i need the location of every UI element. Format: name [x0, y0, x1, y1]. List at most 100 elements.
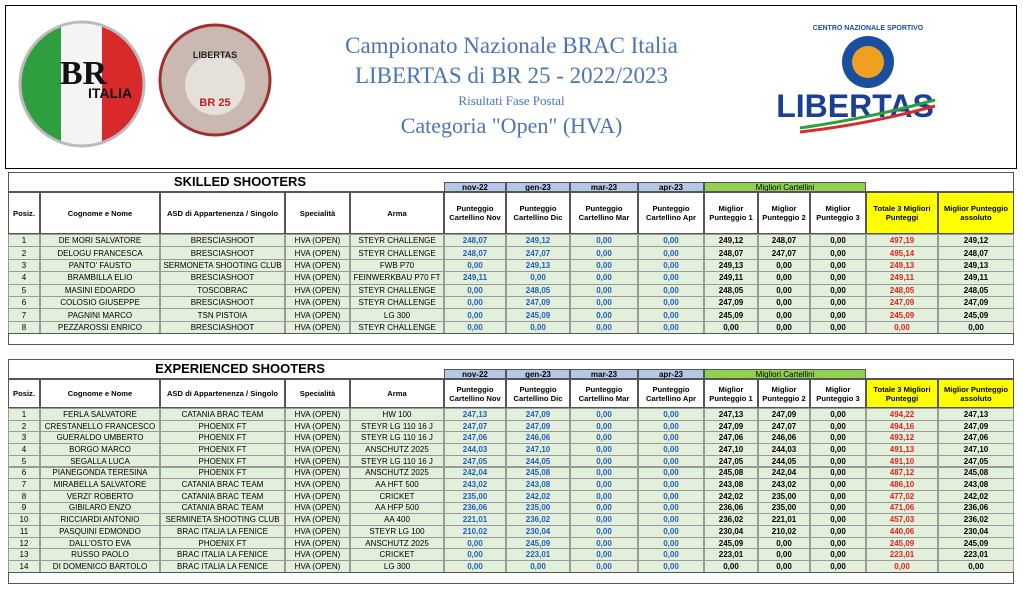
month-header: apr-23 [638, 182, 704, 192]
table-cell: PAGNINI MARCO [40, 308, 160, 322]
column-header: Totale 3 Migliori Punteggi [866, 192, 938, 234]
column-header: Punteggio Cartellino Dic [506, 192, 570, 234]
logo-text: CENTRO NAZIONALE SPORTIVO [813, 25, 924, 32]
table-cell: 247,09 [938, 419, 1014, 433]
table-cell: 0,00 [758, 320, 810, 335]
table-cell: 249,11 [938, 271, 1014, 285]
table-cell: TSN PISTOIA [160, 308, 285, 322]
table-cell: 495,14 [866, 246, 938, 260]
table-cell: LG 300 [350, 308, 444, 322]
subtitle: Risultati Fase Postal [458, 93, 565, 108]
table-cell: 5 [8, 283, 40, 297]
title: LIBERTAS di BR 25 - 2022/2023 [354, 63, 669, 88]
month-header: nov-22 [444, 369, 506, 379]
column-header: Cognome e Nome [40, 379, 160, 408]
logo-text: BR 25 [199, 97, 230, 109]
table-cell: 0,00 [444, 258, 506, 273]
table-cell: 0,00 [570, 271, 638, 285]
column-header: Miglior Punteggio 2 [758, 379, 810, 408]
table-cell: 0,00 [810, 320, 866, 335]
table-cell: 248,07 [938, 246, 1014, 260]
table-cell: STEYR CHALLENGE [350, 320, 444, 335]
table-cell: PANTO' FAUSTO [40, 258, 160, 273]
table-cell: 0,00 [570, 320, 638, 335]
table-cell: 4 [8, 271, 40, 285]
table-cell: BRESCIASHOOT [160, 296, 285, 310]
table-cell: 235,00 [758, 501, 810, 515]
table-cell: 249,13 [506, 258, 570, 273]
table-cell: 0,00 [810, 246, 866, 260]
table-cell: 245,09 [704, 308, 758, 322]
table-cell: 247,09 [506, 296, 570, 310]
table-cell: 0,00 [758, 283, 810, 297]
table-cell: 249,12 [506, 234, 570, 248]
table-cell: 247,09 [704, 296, 758, 310]
table-cell: 248,05 [938, 283, 1014, 297]
table-cell: 0,00 [758, 258, 810, 273]
column-header: Punteggio Cartellino Dic [506, 379, 570, 408]
table-cell: 249,13 [704, 258, 758, 273]
table-cell: 0,00 [810, 258, 866, 273]
table-cell: SERMONETA SHOOTING CLUB [160, 258, 285, 273]
table-cell: 0,00 [638, 296, 704, 310]
table-cell: 6 [8, 296, 40, 310]
table-cell: MASINI EDOARDO [40, 283, 160, 297]
group-header: Migliori Cartellini [704, 369, 866, 379]
table-cell: 8 [8, 320, 40, 335]
table-cell: STEYR CHALLENGE [350, 283, 444, 297]
table-cell: 0,00 [758, 308, 810, 322]
table-cell: 0,00 [638, 283, 704, 297]
column-header: Miglior Punteggio 3 [810, 192, 866, 234]
month-header: nov-22 [444, 182, 506, 192]
column-header: Posiz. [8, 192, 40, 234]
table-cell: 0,00 [506, 320, 570, 335]
table-cell: 7 [8, 308, 40, 322]
table-cell: 0,00 [570, 258, 638, 273]
table-cell: DELOGU FRANCESCA [40, 246, 160, 260]
column-header: Miglior Punteggio 3 [810, 379, 866, 408]
column-header: Arma [350, 192, 444, 234]
column-header: Cognome e Nome [40, 192, 160, 234]
column-header: Posiz. [8, 379, 40, 408]
table-cell: BRESCIASHOOT [160, 271, 285, 285]
table-cell: 0,00 [810, 308, 866, 322]
title: Campionato Nazionale BRAC Italia [345, 33, 678, 58]
table-cell: CATANIA BRAC TEAM [160, 408, 285, 421]
table-cell: HVA (OPEN) [285, 234, 350, 248]
table-cell: 248,05 [704, 283, 758, 297]
table-cell: HVA (OPEN) [285, 283, 350, 297]
column-header: Specialità [285, 192, 350, 234]
column-header: Arma [350, 379, 444, 408]
table-cell: 0,00 [810, 296, 866, 310]
column-header: Punteggio Cartellino Mar [570, 192, 638, 234]
table-cell: HVA (OPEN) [285, 271, 350, 285]
table-cell: BRESCIASHOOT [160, 246, 285, 260]
table-cell: 0,00 [570, 308, 638, 322]
table-cell: STEYR CHALLENGE [350, 234, 444, 248]
header-box [5, 5, 1017, 169]
column-header: Miglior Punteggio assoluto [938, 192, 1014, 234]
table-cell: 249,11 [704, 271, 758, 285]
table-cell: 245,09 [506, 308, 570, 322]
table-cell: 249,12 [704, 234, 758, 248]
table-cell: 0,00 [810, 234, 866, 248]
table-cell: HVA (OPEN) [285, 560, 350, 573]
table-cell: FEINWERKBAU P70 FT [350, 271, 444, 285]
logos: BR ITALIA LIBERTAS BR 25 CENTRO NAZIONAL… [18, 20, 936, 148]
table-cell: 0,00 [444, 296, 506, 310]
group-header: Migliori Cartellini [704, 182, 866, 192]
table-cell: 0,00 [704, 320, 758, 335]
table-cell: 249,13 [938, 258, 1014, 273]
column-header: Punteggio Cartellino Nov [444, 379, 506, 408]
table-cell: 244,05 [506, 454, 570, 468]
table-cell: 0,00 [638, 320, 704, 335]
empty-row [8, 571, 1014, 584]
column-header: Totale 3 Migliori Punteggi [866, 379, 938, 408]
month-header: mar-23 [570, 369, 638, 379]
column-header: Miglior Punteggio 2 [758, 192, 810, 234]
table-cell: HVA (OPEN) [285, 320, 350, 335]
table-cell: 248,05 [866, 283, 938, 297]
table-cell: 1 [8, 234, 40, 248]
table-cell: 248,07 [758, 234, 810, 248]
